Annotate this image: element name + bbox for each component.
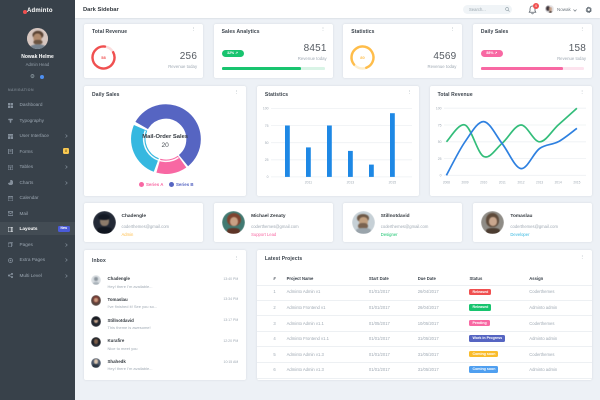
svg-text:75: 75	[437, 123, 441, 127]
svg-text:50: 50	[265, 141, 269, 145]
svg-text:100: 100	[263, 107, 269, 111]
svg-text:80: 80	[361, 55, 366, 60]
svg-text:2013: 2013	[536, 181, 543, 185]
svg-text:2015: 2015	[573, 181, 580, 185]
svg-text:2012: 2012	[517, 181, 524, 185]
svg-text:2009: 2009	[461, 181, 468, 185]
svg-text:2013: 2013	[347, 181, 355, 185]
svg-text:0: 0	[267, 175, 269, 179]
svg-text:25: 25	[437, 157, 441, 161]
svg-text:25: 25	[265, 158, 269, 162]
svg-text:2011: 2011	[498, 181, 505, 185]
svg-text:2008: 2008	[442, 181, 449, 185]
svg-text:58: 58	[101, 55, 106, 60]
svg-text:75: 75	[265, 124, 269, 128]
svg-text:100: 100	[435, 107, 441, 111]
svg-text:0: 0	[439, 174, 441, 178]
svg-text:2011: 2011	[305, 181, 312, 185]
svg-text:2014: 2014	[554, 181, 561, 185]
svg-text:50: 50	[437, 140, 441, 144]
svg-text:2015: 2015	[389, 181, 397, 185]
svg-text:2010: 2010	[480, 181, 487, 185]
